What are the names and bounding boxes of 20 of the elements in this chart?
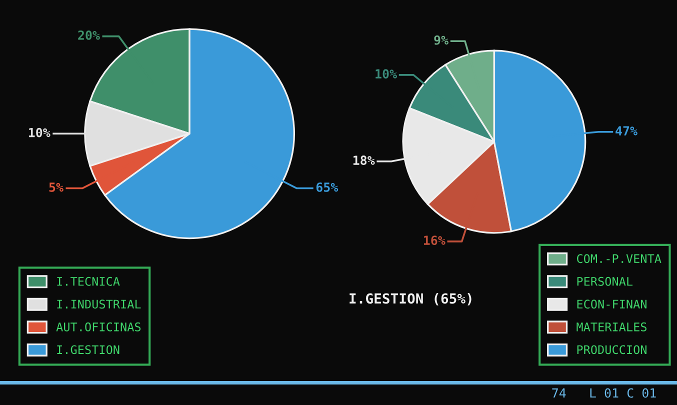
data-label: 9%: [434, 35, 448, 45]
legend-label: I.TECNICA: [57, 276, 120, 286]
data-label: 47%: [616, 126, 638, 136]
legend-label: MATERIALES: [576, 322, 646, 332]
data-label: 20%: [78, 30, 100, 40]
legend-label: PRODUCCION: [577, 345, 646, 354]
data-label: 18%: [353, 156, 375, 166]
text: 74 L 01 C 01: [552, 388, 656, 398]
data-label: 65%: [316, 182, 338, 192]
legend-label: ECON-FINAN: [577, 300, 646, 309]
legend-label: I.GESTION: [57, 345, 120, 354]
legend-label: AUT.OFICINAS: [56, 322, 141, 332]
data-label: 16%: [424, 236, 446, 246]
legend-label: COM.-P.VENTA: [576, 254, 662, 264]
data-label: 10%: [376, 69, 397, 79]
legend-label: PERSONAL: [577, 276, 633, 286]
data-label: 10%: [28, 128, 50, 138]
legend-label: I.INDUSTRIAL: [57, 300, 141, 309]
text: I.GESTION (65%): [350, 292, 472, 306]
data-label: 5%: [49, 182, 64, 192]
